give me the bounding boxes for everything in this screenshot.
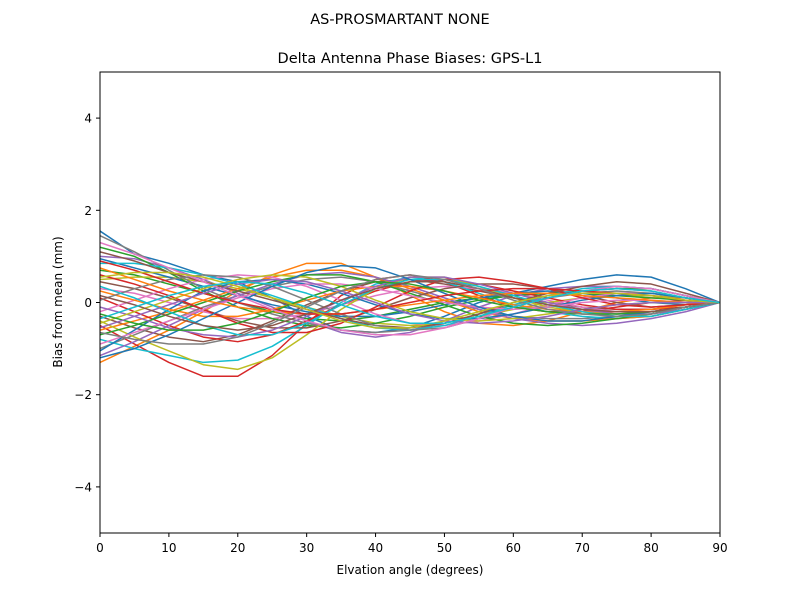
y-tick-label: −4 <box>74 480 92 494</box>
chart-title: Delta Antenna Phase Biases: GPS-L1 <box>278 51 543 67</box>
y-axis-label: Bias from mean (mm) <box>51 236 65 367</box>
y-tick-label: 0 <box>84 296 92 310</box>
series-line-31 <box>100 267 720 315</box>
series-layer <box>100 230 720 378</box>
series-line-34 <box>100 278 720 329</box>
series-line-38 <box>100 271 720 329</box>
series-line-35 <box>100 281 720 331</box>
x-tick-label: 40 <box>368 541 383 555</box>
series-line-37 <box>100 274 720 345</box>
x-tick-label: 90 <box>712 541 727 555</box>
series-line-36 <box>100 241 720 336</box>
series-line-32 <box>100 281 720 331</box>
y-axis: −4 −2 0 2 4 <box>74 112 100 494</box>
x-tick-label: 50 <box>437 541 452 555</box>
x-tick-label: 60 <box>506 541 521 555</box>
y-tick-label: 4 <box>84 112 92 126</box>
y-tick-label: −2 <box>74 388 92 402</box>
series-line-39 <box>100 281 720 324</box>
x-tick-label: 80 <box>643 541 658 555</box>
x-axis-label: Elvation angle (degrees) <box>337 563 484 577</box>
x-axis: 0 10 20 30 40 50 60 70 80 90 <box>96 533 728 555</box>
x-tick-label: 10 <box>161 541 176 555</box>
x-tick-label: 0 <box>96 541 104 555</box>
series-line-26 <box>100 283 720 345</box>
x-tick-label: 20 <box>230 541 245 555</box>
x-tick-label: 70 <box>575 541 590 555</box>
series-line-22 <box>100 274 720 336</box>
y-tick-label: 2 <box>84 204 92 218</box>
x-tick-label: 30 <box>299 541 314 555</box>
suptitle: AS-PROSMARTANT NONE <box>310 12 489 28</box>
